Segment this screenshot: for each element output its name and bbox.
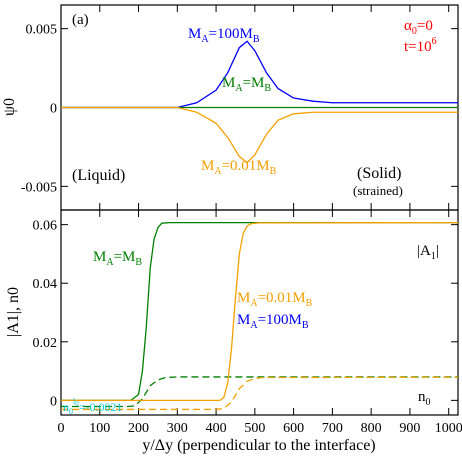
xtick-label: 100 xyxy=(89,421,110,436)
b100-mid: =100M xyxy=(258,312,302,328)
param-t-sup: 6 xyxy=(432,36,437,47)
n0-label: n0 xyxy=(418,389,431,408)
strained-label: (strained) xyxy=(353,183,403,198)
series-line xyxy=(61,376,458,408)
bottom-ylabel: |A1|, n0 xyxy=(5,287,22,337)
liquid-label: (Liquid) xyxy=(72,167,125,184)
xtick-label: 200 xyxy=(128,421,149,436)
top-label-100: MA=100MB xyxy=(188,26,260,45)
n0-sub: 0 xyxy=(426,397,431,408)
t001-bsub: B xyxy=(270,166,277,177)
series-line xyxy=(61,40,458,109)
param-t-base: t=10 xyxy=(404,39,432,55)
bottom-frame xyxy=(60,209,459,416)
top-label-1: MA=MB xyxy=(222,75,271,94)
param-alpha-rest: =0 xyxy=(417,18,433,34)
xtick-label: 300 xyxy=(167,421,188,436)
xtick-label: 900 xyxy=(399,421,420,436)
xtick-label: 600 xyxy=(283,421,304,436)
series-line xyxy=(61,106,458,164)
a1-label: |A1| xyxy=(417,243,439,262)
t001-asub: A xyxy=(214,166,222,177)
b001-mid: =0.01M xyxy=(258,290,306,306)
t100-mid: =100M xyxy=(209,26,253,42)
a1-pre: |A xyxy=(417,243,431,259)
xtick-label: 0 xyxy=(58,421,65,436)
b100-asub: A xyxy=(250,320,258,331)
n0i-supsub: 0 xyxy=(75,400,79,408)
n0i-sup: l xyxy=(73,397,76,406)
xtick-label: 500 xyxy=(244,421,265,436)
t1-mid: =M xyxy=(243,75,265,91)
ytick-label: -0.005 xyxy=(21,180,57,195)
param-alpha-sub: 0 xyxy=(412,26,417,37)
xtick-label: 400 xyxy=(206,421,227,436)
bottom-series xyxy=(61,221,459,411)
solid-label: (Solid) xyxy=(357,165,401,182)
top-label-001: MA=0.01MB xyxy=(201,158,277,177)
n0-init-label: n0l0=-0.0021 xyxy=(63,397,123,416)
top-series xyxy=(61,40,458,164)
bottom-ylabel-text: |A1|, n0 xyxy=(5,287,22,337)
b1-asub: A xyxy=(106,257,114,268)
b1-bsub: B xyxy=(135,257,142,268)
top-ylabel-text: ψ0 xyxy=(1,98,18,116)
t100-a: M xyxy=(188,26,201,42)
ytick-label: 0 xyxy=(50,394,57,409)
series-line xyxy=(61,221,459,402)
series-line xyxy=(61,221,458,402)
b001-bsub: B xyxy=(306,298,313,309)
bot-label-1: MA=MB xyxy=(93,249,142,268)
param-alpha-base: α xyxy=(404,18,412,34)
n0-base: n xyxy=(418,389,426,405)
t001-a: M xyxy=(201,158,214,174)
param-t: t=106 xyxy=(404,36,437,55)
n0i-base: n xyxy=(63,400,69,414)
ytick-label: 0.06 xyxy=(33,219,58,234)
bottom-yticks: 0.06 0.04 0.02 0 xyxy=(33,219,458,409)
bot-label-001: MA=0.01MB xyxy=(237,290,313,309)
ytick-label: 0.005 xyxy=(26,23,58,38)
t100-asub: A xyxy=(201,34,209,45)
panel-label: (a) xyxy=(72,12,89,28)
n0i-rest: =-0.0021 xyxy=(79,400,123,414)
ytick-label: 0 xyxy=(50,102,57,117)
xtick-label: 1000 xyxy=(435,421,462,436)
ytick-label: 0.02 xyxy=(33,336,58,351)
panel-bottom: 0.060.040.020 0 100 200 300 400 500 600 700 800 9… xyxy=(5,209,462,454)
xlabel: y/Δy (perpendicular to the interface) xyxy=(142,437,375,454)
t1-asub: A xyxy=(235,83,243,94)
b001-asub: A xyxy=(250,298,258,309)
xtick-label: 700 xyxy=(322,421,343,436)
n0i-sub: 0 xyxy=(69,407,73,416)
t001-mid: =0.01M xyxy=(222,158,270,174)
b100-bsub: B xyxy=(302,320,309,331)
t100-bsub: B xyxy=(253,34,260,45)
a1-sub: 1 xyxy=(431,251,436,262)
t1-bsub: B xyxy=(264,83,271,94)
b001-a: M xyxy=(237,290,250,306)
bottom-xticks: 0 100 200 300 400 500 600 700 800 900 1000 xyxy=(58,210,462,436)
series-line xyxy=(61,376,459,411)
b1-a: M xyxy=(93,249,106,265)
t1-a: M xyxy=(222,75,235,91)
a1-post: | xyxy=(436,243,439,259)
b1-mid: =M xyxy=(114,249,136,265)
top-ylabel: ψ0 xyxy=(1,98,18,116)
b100-a: M xyxy=(237,312,250,328)
xtick-label: 800 xyxy=(361,421,382,436)
param-alpha: α0=0 xyxy=(404,18,433,37)
ytick-label: 0.04 xyxy=(33,277,58,292)
bot-label-100: MA=100MB xyxy=(237,312,309,331)
